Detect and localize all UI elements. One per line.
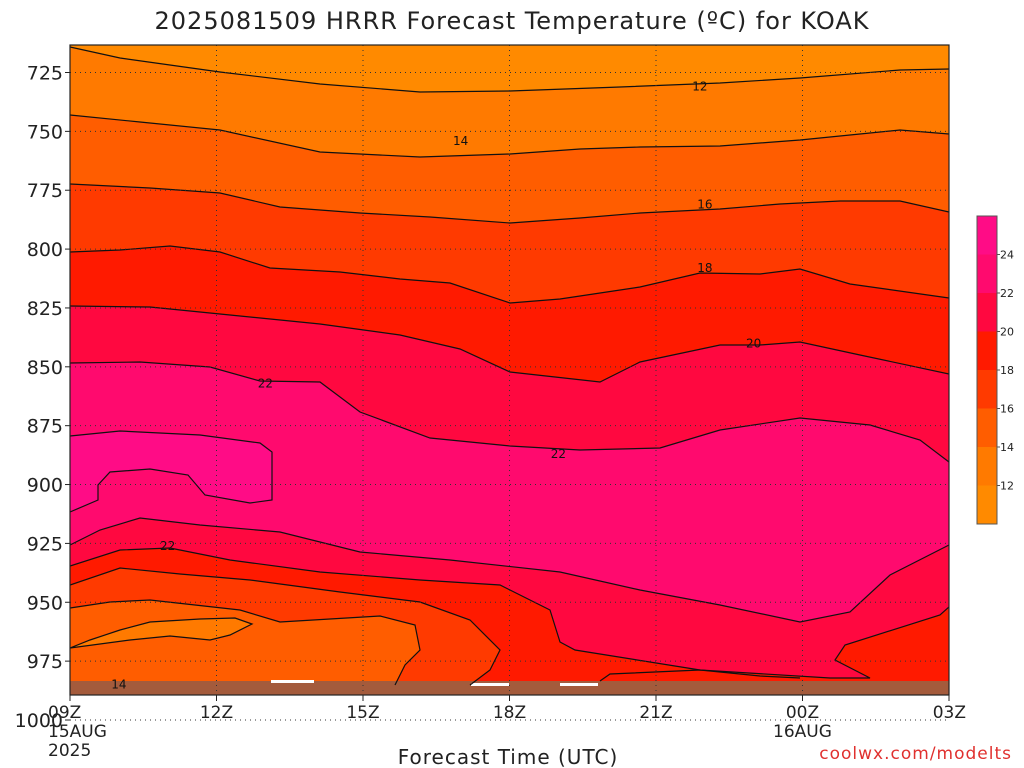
ground-notch-1	[271, 680, 314, 683]
contour-label-text: 18	[697, 261, 712, 275]
x-tick-label: 09Z	[48, 703, 81, 723]
y-tick-label: 950	[27, 592, 63, 614]
fill-band-near-sfc-14	[70, 618, 252, 648]
colorbar-label: 14	[1000, 441, 1014, 454]
y-tick-label: 850	[27, 357, 63, 379]
colorbar-swatch	[977, 447, 997, 486]
contour-20-lower	[70, 547, 949, 679]
colorbar-label: 20	[1000, 326, 1014, 339]
contour-label-text: 20	[746, 336, 761, 350]
y-tick-label: 775	[27, 180, 63, 202]
x-tick-year: 2025	[48, 741, 91, 761]
contour-16-lower	[70, 599, 421, 686]
fill-warm-core	[70, 431, 272, 512]
x-tick-label: 00Z	[786, 703, 819, 723]
y-tick-label: 1000	[15, 710, 63, 732]
colorbar: 12 14 16 18 20 22 24	[976, 215, 1014, 525]
colorbar-swatch	[977, 216, 997, 255]
colorbar-swatch	[977, 331, 997, 370]
colorbar-swatch	[977, 370, 997, 409]
contour-label: 16	[697, 197, 712, 211]
colorbar-swatch	[977, 485, 997, 524]
colorbar-swatch	[977, 293, 997, 332]
colorbar-swatch	[977, 408, 997, 447]
contour-label: 22	[160, 539, 175, 553]
contour-18-lower	[70, 567, 501, 686]
x-tick-date: 16AUG	[773, 722, 832, 742]
y-tick-label: 900	[27, 475, 63, 497]
y-tick-label: 875	[27, 416, 63, 438]
contour-label-text: 14	[111, 678, 126, 692]
contour-14	[70, 114, 949, 158]
contour-label: 14	[453, 134, 468, 148]
y-tick-label: 825	[27, 298, 63, 320]
contour-label-text: 16	[697, 197, 712, 211]
contour-label: 22	[551, 447, 566, 461]
contour-22-lower	[70, 517, 949, 623]
x-tick-label: 12Z	[200, 703, 233, 723]
ground-notch-3	[560, 683, 598, 686]
contour-label-text: 22	[258, 376, 273, 390]
contour-label: 14	[111, 678, 126, 692]
contour-label: 12	[692, 80, 707, 94]
contour-label-text: 22	[160, 539, 175, 553]
x-tick-label: 15Z	[346, 703, 379, 723]
contour-label-text: 12	[692, 80, 707, 94]
credit-text: coolwx.com/modelts	[819, 744, 1012, 764]
contour-label: 20	[746, 336, 761, 350]
chart-title: 2025081509 HRRR Forecast Temperature (ºC…	[155, 7, 870, 35]
y-tick-label: 800	[27, 239, 63, 261]
contour-20-surface	[599, 669, 801, 682]
x-tick-label: 21Z	[639, 703, 672, 723]
y-axis: 725 750 775 800 825 850 875 900 925 950 975 1000	[15, 63, 70, 732]
colorbar-label: 24	[1000, 249, 1014, 262]
colorbar-label: 16	[1000, 403, 1014, 416]
contour-label: 22	[258, 376, 273, 390]
y-tick-label: 975	[27, 651, 63, 673]
y-tick-label: 750	[27, 121, 63, 143]
colorbar-swatch	[977, 254, 997, 293]
colorbar-label: 12	[1000, 480, 1014, 493]
y-tick-label: 725	[27, 63, 63, 85]
x-axis-title: Forecast Time (UTC)	[398, 745, 619, 768]
x-tick-label: 18Z	[493, 703, 526, 723]
x-tick-label: 03Z	[933, 703, 966, 723]
ground-notch-2	[471, 683, 509, 686]
colorbar-label: 22	[1000, 287, 1014, 300]
colorbar-label: 18	[1000, 364, 1014, 377]
contour-label: 18	[697, 261, 712, 275]
contour-14-lower	[70, 617, 254, 649]
contour-20	[70, 305, 949, 383]
grid-lines	[70, 45, 949, 721]
contour-label-text: 14	[453, 134, 468, 148]
ground-band	[70, 681, 949, 695]
contour-labels: 12 14 16 18 20 22 22 22 14	[111, 80, 761, 692]
contour-16	[70, 183, 949, 224]
y-tick-label: 925	[27, 533, 63, 555]
x-tick-date: 15AUG	[48, 722, 107, 742]
contour-24-core	[70, 430, 273, 513]
contour-label-text: 22	[551, 447, 566, 461]
